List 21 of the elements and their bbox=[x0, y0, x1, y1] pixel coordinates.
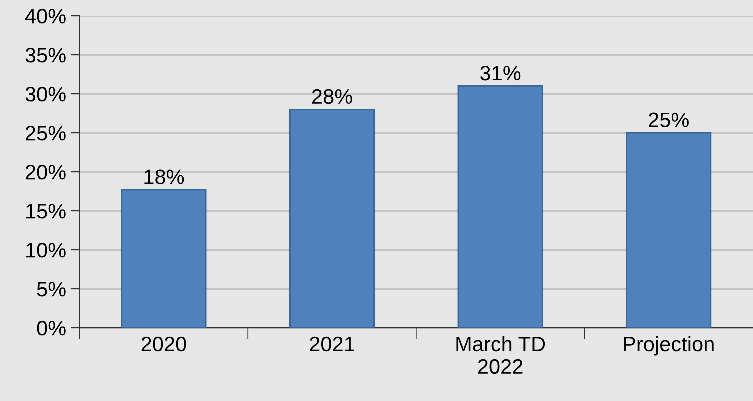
bar bbox=[626, 132, 712, 328]
data-label: 25% bbox=[649, 112, 689, 128]
y-tick-label: 10% bbox=[26, 243, 66, 258]
y-tick-label: 25% bbox=[26, 126, 66, 141]
bar bbox=[458, 86, 544, 328]
y-tick-label: 20% bbox=[26, 165, 66, 180]
y-tick-label: 15% bbox=[26, 204, 66, 219]
data-label: 18% bbox=[144, 170, 184, 184]
y-tick-label: 35% bbox=[26, 48, 66, 63]
x-tick-label: 2020 bbox=[142, 336, 186, 352]
x-tick-label: Projection bbox=[624, 336, 714, 356]
y-tick-label: 40% bbox=[25, 9, 66, 24]
y-tick-label: 5% bbox=[37, 282, 66, 297]
x-tick-label: 2021 bbox=[310, 336, 354, 352]
data-label: 28% bbox=[312, 89, 352, 104]
x-tick-label: March TD 2022 bbox=[456, 336, 546, 374]
y-tick-label: 30% bbox=[26, 87, 66, 102]
data-label: 31% bbox=[480, 66, 521, 81]
bar bbox=[289, 108, 376, 328]
y-tick-label: 0% bbox=[37, 321, 66, 336]
bar bbox=[121, 189, 207, 328]
